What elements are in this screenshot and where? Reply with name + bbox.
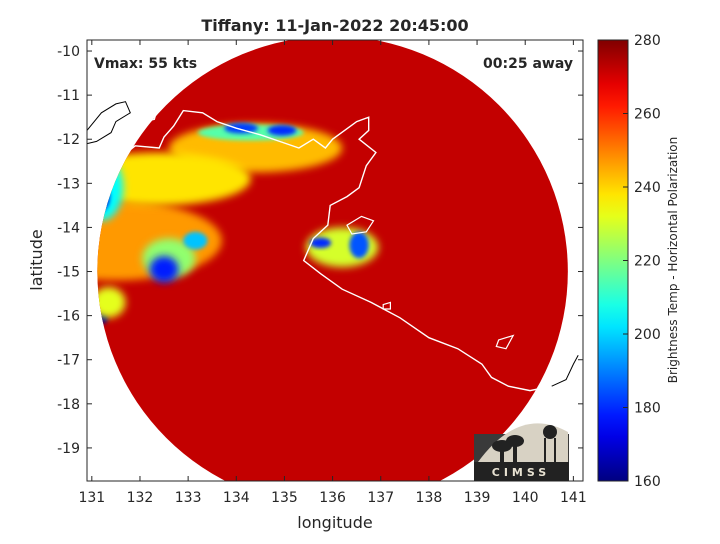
y-tick-label: -11	[57, 88, 80, 104]
y-tick-label: -17	[57, 353, 80, 369]
colorbar-ticks: 160 180 200 220 240 260 280	[623, 33, 661, 490]
y-tick-label: -15	[57, 265, 80, 281]
y-tick-label: -14	[57, 220, 80, 236]
time-offset-annotation: 00:25 away	[483, 56, 573, 72]
field-blob	[224, 122, 258, 134]
coastline-mainland	[115, 109, 552, 392]
y-tick-label: -10	[57, 44, 80, 60]
y-tick-label: -19	[57, 441, 80, 457]
chart-title: Tiffany: 11-Jan-2022 20:45:00	[201, 16, 468, 35]
x-tick-label: 136	[319, 490, 346, 506]
x-tick-label: 134	[223, 490, 250, 506]
colorbar-tick-label: 260	[634, 107, 661, 123]
colorbar-tick-label: 160	[634, 474, 661, 490]
field-blob	[349, 231, 369, 259]
x-axis: 131 132 133 134 135 136 137 138 139 140 141	[78, 40, 587, 506]
field-blob	[267, 125, 297, 136]
colorbar-label: Brightness Temp - Horizontal Polarizatio…	[666, 137, 680, 384]
x-tick-label: 140	[512, 490, 539, 506]
x-tick-label: 139	[464, 490, 491, 506]
field-blob	[183, 231, 208, 250]
brightness-swath	[97, 40, 568, 481]
x-tick-label: 141	[560, 490, 587, 506]
x-tick-label: 137	[367, 490, 394, 506]
y-tick-label: -18	[57, 397, 80, 413]
coastline-island	[495, 334, 515, 350]
cimss-logo: CIMSS	[474, 423, 569, 481]
cimss-logo-text: CIMSS	[492, 466, 550, 479]
vmax-annotation: Vmax: 55 kts	[94, 56, 197, 72]
coastline-island	[382, 301, 391, 310]
coastline	[87, 101, 579, 392]
x-tick-label: 131	[78, 490, 105, 506]
colorbar-tick-label: 280	[634, 33, 661, 49]
colorbar-tick-label: 180	[634, 401, 661, 417]
colorbar-tick-label: 220	[634, 254, 661, 270]
coastline-island	[346, 215, 375, 235]
colorbar-tick-label: 200	[634, 327, 661, 343]
x-tick-label: 133	[175, 490, 202, 506]
y-tick-label: -16	[57, 309, 80, 325]
x-tick-label: 132	[127, 490, 154, 506]
x-axis-label: longitude	[297, 513, 372, 532]
y-axis-label: latitude	[27, 229, 46, 290]
field-blob	[309, 237, 332, 249]
x-tick-label: 138	[416, 490, 443, 506]
coastline-island	[141, 109, 158, 123]
y-axis: -10 -11 -12 -13 -14 -15 -16 -17 -18 -19	[57, 44, 583, 457]
y-tick-label: -13	[57, 176, 80, 192]
field-blob	[149, 256, 179, 283]
plot-frame	[86, 39, 584, 482]
colorbar: 160 180 200 220 240 260 280 Brightness Temp - …	[597, 33, 680, 490]
colorbar-tick-label: 240	[634, 180, 661, 196]
x-tick-label: 135	[271, 490, 298, 506]
plot-area	[87, 40, 583, 481]
y-tick-label: -12	[57, 132, 80, 148]
coastline-outside-west	[87, 101, 131, 145]
coastline-outside-east	[551, 355, 579, 387]
